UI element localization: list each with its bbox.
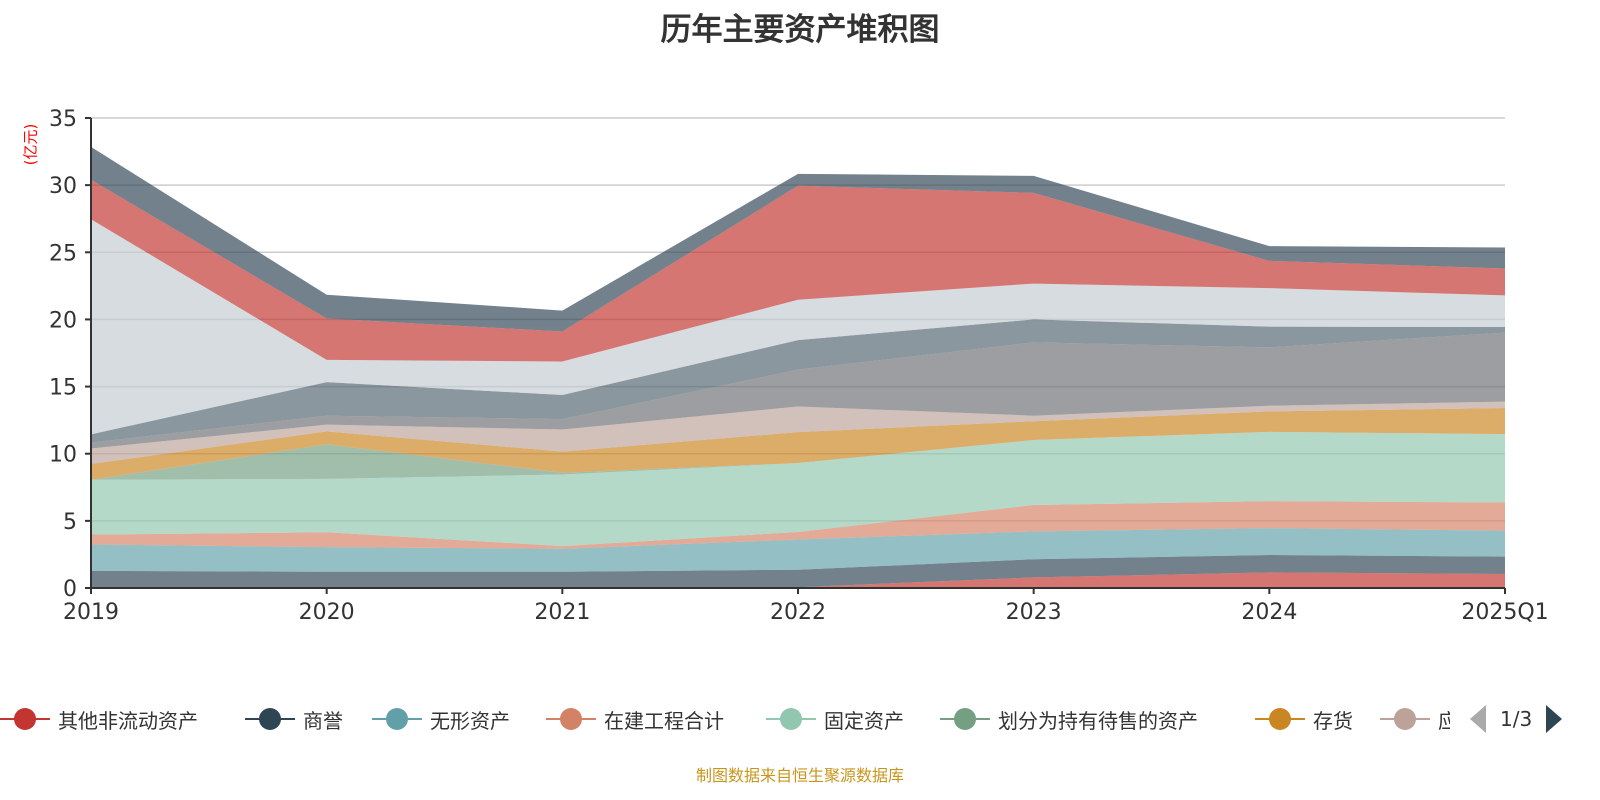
area-series-4[interactable] <box>91 501 1505 549</box>
area-series-11[interactable] <box>91 219 1505 435</box>
stacked-area-chart: 0 5 10 15 20 25 30 35 2019 2020 2021 2022 2023 2024 20… <box>49 107 1549 625</box>
legend-item[interactable]: 划分为持有待售的资产 <box>940 703 1198 735</box>
y-tick-label: 15 <box>49 376 77 401</box>
legend-item[interactable]: 应收账款 <box>1380 703 1450 735</box>
x-tick-label: 2024 <box>1241 600 1297 625</box>
legend: 其他非流动资产 商誉 无形资产 在建工程合计 固定资产 划分为持有待售的资产 存货 应收账款 <box>0 703 1600 735</box>
area-series-1[interactable] <box>91 572 1505 588</box>
legend-item[interactable]: 存货 <box>1255 703 1353 735</box>
legend-marker-icon <box>372 703 422 735</box>
y-tick-label: 35 <box>49 107 77 132</box>
legend-prev-page-icon[interactable] <box>1470 705 1486 733</box>
area-series-12[interactable] <box>91 179 1505 362</box>
legend-page-indicator: 1/3 <box>1500 707 1533 731</box>
area-series-6[interactable] <box>91 431 1505 480</box>
legend-pager: 1/3 <box>1470 703 1563 735</box>
area-series-10[interactable] <box>91 319 1505 443</box>
area-series-8[interactable] <box>91 401 1505 464</box>
legend-label: 应收账款 <box>1438 708 1450 733</box>
x-tick-label: 2019 <box>63 600 119 625</box>
y-tick-label: 0 <box>63 577 77 602</box>
legend-marker-icon <box>1380 703 1430 735</box>
x-tick-label: 2023 <box>1006 600 1062 625</box>
legend-label: 在建工程合计 <box>604 708 724 733</box>
x-tick-label: 2020 <box>299 600 355 625</box>
area-series-5[interactable] <box>91 431 1505 547</box>
legend-label: 其他非流动资产 <box>58 708 198 733</box>
legend-label: 划分为持有待售的资产 <box>998 708 1198 733</box>
legend-label: 无形资产 <box>430 708 510 733</box>
legend-marker-icon <box>1255 703 1305 735</box>
x-tick-label: 2022 <box>770 600 826 625</box>
area-series-2[interactable] <box>91 554 1505 588</box>
y-tick-label: 5 <box>63 510 77 535</box>
area-series-9[interactable] <box>91 332 1505 449</box>
area-series-13[interactable] <box>91 146 1505 332</box>
area-series-3[interactable] <box>91 528 1505 572</box>
y-tick-label: 30 <box>49 174 77 199</box>
y-tick-label: 10 <box>49 443 77 468</box>
legend-item[interactable]: 其他非流动资产 <box>0 703 198 735</box>
legend-label: 存货 <box>1313 708 1353 733</box>
legend-marker-icon <box>546 703 596 735</box>
area-series-7[interactable] <box>91 408 1505 480</box>
legend-next-page-icon[interactable] <box>1546 705 1563 733</box>
legend-label: 固定资产 <box>824 708 904 733</box>
legend-item[interactable]: 固定资产 <box>766 703 904 735</box>
legend-item[interactable]: 无形资产 <box>372 703 510 735</box>
y-tick-label: 20 <box>49 308 77 333</box>
legend-marker-icon <box>766 703 816 735</box>
legend-marker-icon <box>245 703 295 735</box>
data-source-note: 制图数据来自恒生聚源数据库 <box>695 766 904 785</box>
legend-item[interactable]: 商誉 <box>245 703 343 735</box>
y-tick-label: 25 <box>49 241 77 266</box>
chart-title: 历年主要资产堆积图 <box>660 12 940 48</box>
legend-marker-icon <box>0 703 50 735</box>
x-tick-label: 2025Q1 <box>1461 600 1548 625</box>
legend-item[interactable]: 在建工程合计 <box>546 703 724 735</box>
x-tick-label: 2021 <box>534 600 590 625</box>
legend-label: 商誉 <box>303 708 343 733</box>
legend-marker-icon <box>940 703 990 735</box>
